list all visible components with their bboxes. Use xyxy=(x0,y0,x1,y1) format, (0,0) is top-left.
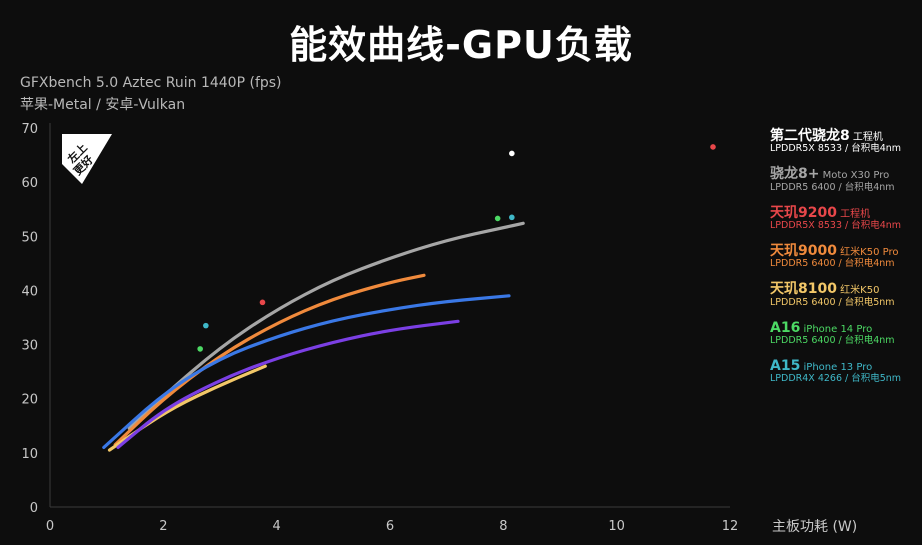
y-tick-label: 70 xyxy=(21,122,38,137)
x-tick-label: 8 xyxy=(499,519,507,534)
series-point-0-0 xyxy=(509,150,515,157)
legend-series-name: 天玑8100 xyxy=(770,281,837,298)
legend-title-row: 天玑9200 工程机 xyxy=(770,203,920,221)
legend-title-row: 骁龙8+ Moto X30 Pro xyxy=(770,164,920,182)
y-tick-label: 10 xyxy=(21,447,38,462)
chart-plot-area xyxy=(102,144,716,452)
y-tick-label: 40 xyxy=(21,284,38,299)
legend-series-name: A16 xyxy=(770,319,801,336)
series-line-3 xyxy=(113,273,426,447)
legend-series-spec: LPDDR5X 8533 / 台积电4nm xyxy=(770,143,902,155)
chart-legend: 第二代骁龙8 工程机 LPDDR5X 8533 / 台积电4nm 骁龙8+ Moto… xyxy=(770,126,920,394)
x-tick-label: 10 xyxy=(608,519,625,534)
chart-axes: 0 10 20 30 40 50 60 70 0 2 4 6 8 10 12 主板功耗 (W) xyxy=(21,122,857,535)
series-point-6-0 xyxy=(203,322,209,329)
legend-series-name: 天玑9000 xyxy=(770,242,837,259)
series-line-7 xyxy=(102,294,511,449)
series-point-6-1 xyxy=(509,214,515,221)
legend-item: 第二代骁龙8 工程机 LPDDR5X 8533 / 台积电4nm xyxy=(770,126,920,155)
legend-item: 天玑9000 红米K50 Pro LPDDR5 6400 / 台积电4nm xyxy=(770,241,920,270)
y-tick-label: 20 xyxy=(21,393,38,408)
legend-series-device: iPhone 14 Pro xyxy=(800,323,873,335)
legend-series-spec: LPDDR5 6400 / 台积电5nm xyxy=(770,296,895,308)
legend-series-device: 红米K50 Pro xyxy=(836,246,899,258)
x-tick-label: 4 xyxy=(273,519,281,534)
legend-series-spec: LPDDR4X 4266 / 台积电5nm xyxy=(770,373,902,385)
legend-item: 骁龙8+ Moto X30 Pro LPDDR5 6400 / 台积电4nm xyxy=(770,164,920,193)
legend-series-name: 骁龙8+ xyxy=(770,166,820,183)
y-tick-label: 60 xyxy=(21,176,38,191)
x-tick-label: 12 xyxy=(722,519,739,534)
legend-title-row: 第二代骁龙8 工程机 xyxy=(770,126,920,144)
legend-title-row: A15 iPhone 13 Pro xyxy=(770,356,920,374)
legend-title-row: 天玑8100 红米K50 xyxy=(770,279,920,297)
legend-item: 天玑9200 工程机 LPDDR5X 8533 / 台积电4nm xyxy=(770,203,920,232)
chart-subtitle-benchmark: GFXbench 5.0 Aztec Ruin 1440P (fps) xyxy=(20,75,282,91)
y-tick-label: 50 xyxy=(21,230,38,245)
legend-series-spec: LPDDR5 6400 / 台积电4nm xyxy=(770,181,895,193)
series-point-2-1 xyxy=(710,144,716,150)
legend-series-device: Moto X30 Pro xyxy=(819,170,890,182)
badge-shape xyxy=(62,134,112,184)
legend-series-name: 天玑9200 xyxy=(770,204,837,221)
series-line-8 xyxy=(116,319,460,449)
legend-series-name: 第二代骁龙8 xyxy=(770,128,850,144)
legend-title-row: A16 iPhone 14 Pro xyxy=(770,318,920,336)
legend-series-device: iPhone 13 Pro xyxy=(800,361,873,373)
legend-series-device: 工程机 xyxy=(849,132,883,143)
y-tick-label: 0 xyxy=(30,501,38,516)
series-point-5-0 xyxy=(197,346,203,352)
legend-item: 天玑8100 红米K50 LPDDR5 6400 / 台积电5nm xyxy=(770,279,920,308)
legend-item: A16 iPhone 14 Pro LPDDR5 6400 / 台积电4nm xyxy=(770,318,920,347)
chart-subtitle-api: 苹果-Metal / 安卓-Vulkan xyxy=(20,97,186,113)
legend-series-device: 工程机 xyxy=(836,208,871,220)
legend-series-device: 红米K50 xyxy=(836,285,880,297)
chart-title: 能效曲线-GPU负载 xyxy=(289,23,633,67)
x-tick-label: 0 xyxy=(46,519,54,534)
series-line-1 xyxy=(127,221,525,431)
series-point-2-0 xyxy=(259,299,266,306)
legend-title-row: 天玑9000 红米K50 Pro xyxy=(770,241,920,259)
x-tick-label: 6 xyxy=(386,519,394,534)
legend-series-spec: LPDDR5X 8533 / 台积电4nm xyxy=(770,220,902,232)
x-tick-label: 2 xyxy=(159,519,167,534)
legend-item: A15 iPhone 13 Pro LPDDR4X 4266 / 台积电5nm xyxy=(770,356,920,385)
legend-series-spec: LPDDR5 6400 / 台积电4nm xyxy=(770,258,895,270)
y-tick-label: 30 xyxy=(21,339,38,354)
legend-series-name: A15 xyxy=(770,357,801,374)
x-axis-label: 主板功耗 (W) xyxy=(772,519,857,535)
legend-series-spec: LPDDR5 6400 / 台积电4nm xyxy=(770,334,895,346)
series-point-5-1 xyxy=(494,215,501,222)
